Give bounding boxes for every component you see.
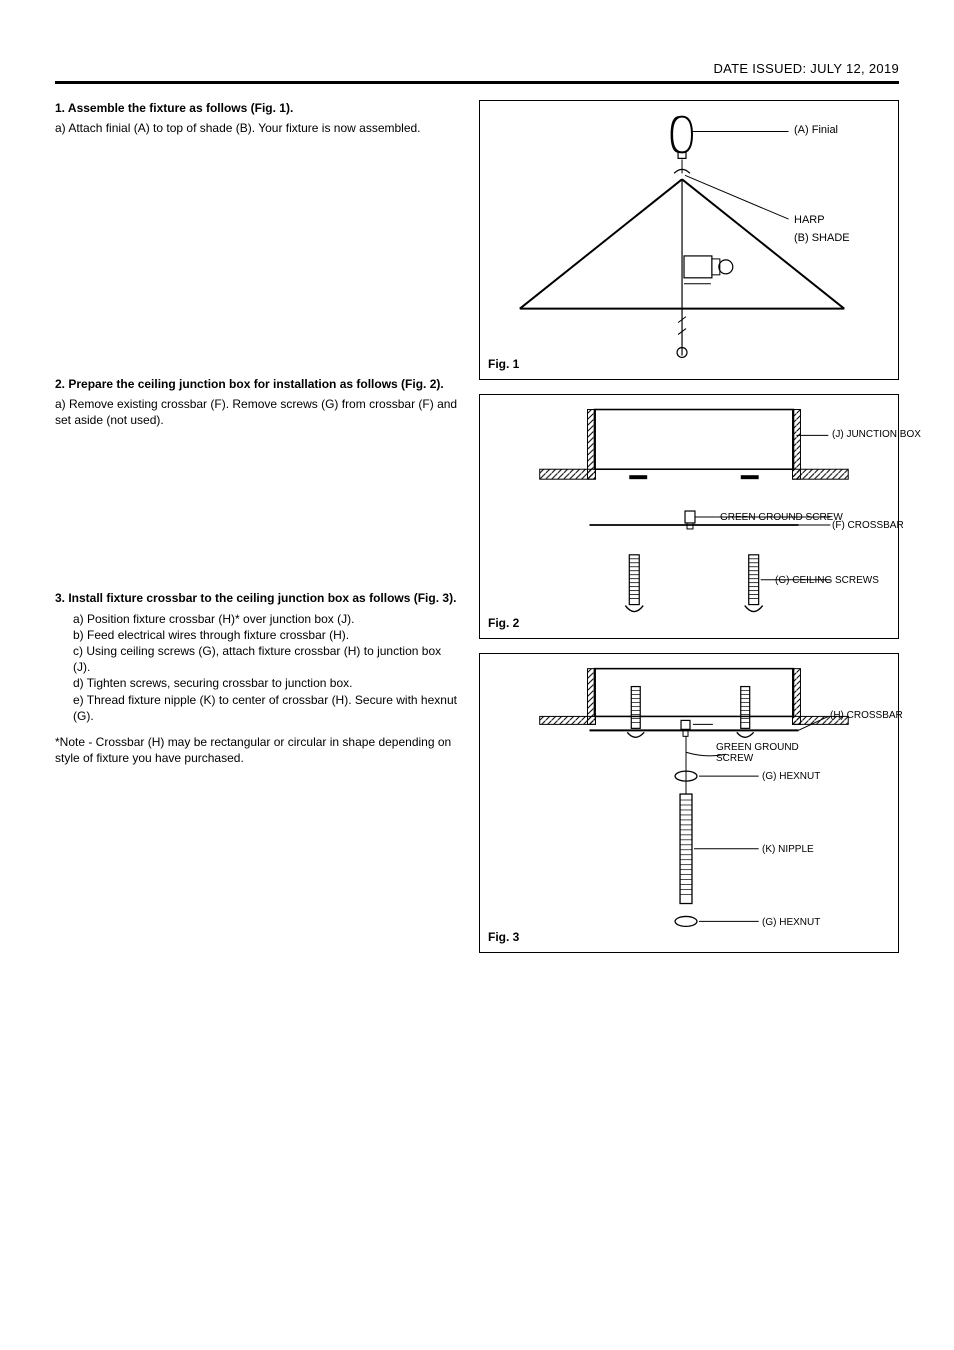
fig1-callout-b: (B) SHADE [794, 231, 850, 246]
fig3-callout-grn: GREEN GROUND SCREW [716, 742, 836, 764]
step-2: 2. Prepare the ceiling junction box for … [55, 376, 461, 429]
step-3-bullets: a) Position fixture crossbar (H)* over j… [55, 611, 461, 724]
step-2-body: a) Remove existing crossbar (F). Remove … [55, 396, 461, 428]
figure-2: (J) JUNCTION BOX GREEN GROUND SCREW (F) … [479, 394, 899, 639]
figure-3-svg [480, 654, 898, 952]
figure-3: (H) CROSSBAR GREEN GROUND SCREW (G) HEXN… [479, 653, 899, 953]
fig3-callout-hex2: (G) HEXNUT [762, 916, 820, 930]
fig2-callout-g: (G) CEILING SCREWS [775, 574, 879, 588]
step-2-heading: 2. Prepare the ceiling junction box for … [55, 376, 461, 392]
step-1-heading: 1. Assemble the fixture as follows (Fig.… [55, 100, 461, 116]
step-3-note: *Note - Crossbar (H) may be rectangular … [55, 734, 461, 766]
figures-column: (A) Finial HARP (B) SHADE Fig. 1 [479, 100, 899, 953]
fig2-callout-j: (J) JUNCTION BOX [832, 428, 921, 442]
step-1-body: a) Attach finial (A) to top of shade (B)… [55, 120, 461, 136]
fig1-label: Fig. 1 [488, 356, 519, 372]
step-3-heading: 3. Install fixture crossbar to the ceili… [55, 590, 461, 606]
step-1: 1. Assemble the fixture as follows (Fig.… [55, 100, 461, 136]
doc-date: DATE ISSUED: JULY 12, 2019 [55, 60, 899, 78]
fig2-label: Fig. 2 [488, 615, 519, 631]
step-3-b: b) Feed electrical wires through fixture… [73, 627, 461, 643]
fig3-callout-hex1: (G) HEXNUT [762, 770, 820, 784]
step-3-c: c) Using ceiling screws (G), attach fixt… [73, 643, 461, 675]
fig1-callout-harp: HARP [794, 213, 825, 228]
step-3-e: e) Thread fixture nipple (K) to center o… [73, 692, 461, 724]
step-3-d: d) Tighten screws, securing crossbar to … [73, 675, 461, 691]
fig3-callout-k: (K) NIPPLE [762, 843, 814, 857]
header-divider [55, 81, 899, 84]
instructions-column: 1. Assemble the fixture as follows (Fig.… [55, 100, 461, 953]
fig2-callout-f: (F) CROSSBAR [832, 519, 904, 533]
step-3: 3. Install fixture crossbar to the ceili… [55, 590, 461, 766]
figure-1: (A) Finial HARP (B) SHADE Fig. 1 [479, 100, 899, 380]
fig1-callout-a: (A) Finial [794, 123, 838, 138]
fig3-label: Fig. 3 [488, 929, 519, 945]
fig2-callout-grn: GREEN GROUND SCREW [720, 511, 843, 525]
fig3-callout-h: (H) CROSSBAR [830, 709, 903, 723]
step-3-a: a) Position fixture crossbar (H)* over j… [73, 611, 461, 627]
